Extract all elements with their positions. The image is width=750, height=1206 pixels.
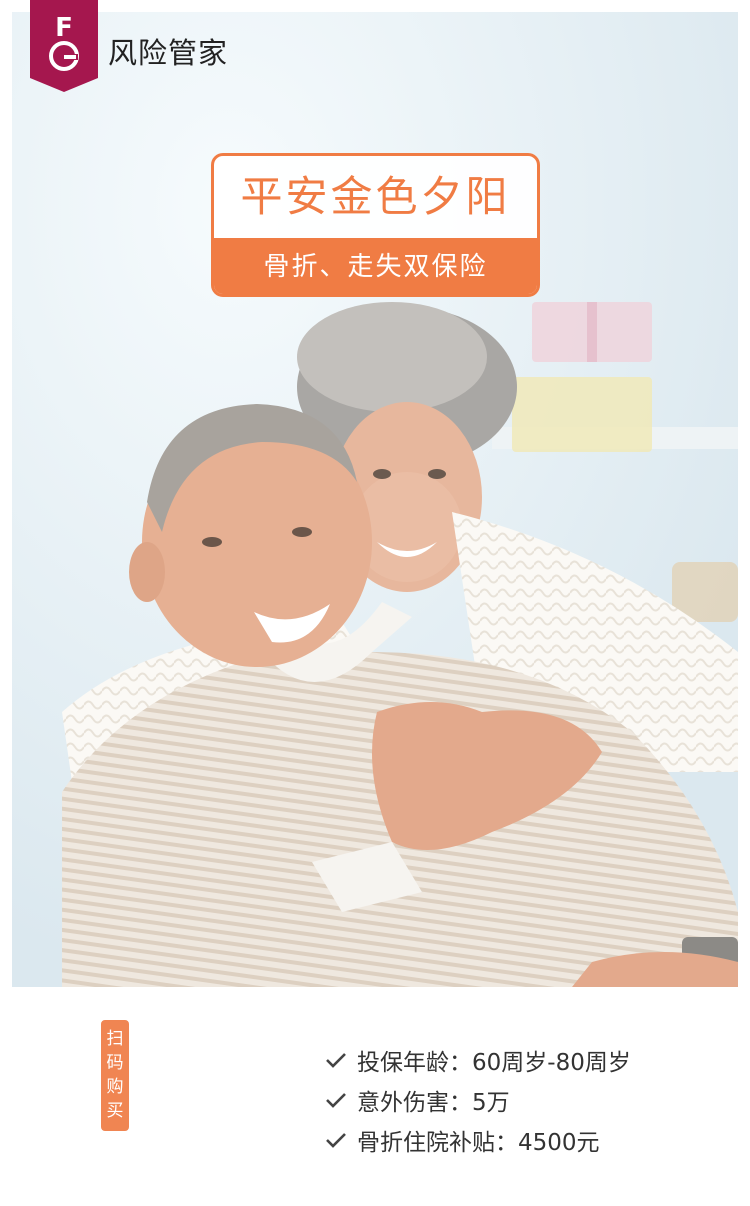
feature-item: 投保年龄：60周岁-80周岁 <box>325 1040 725 1080</box>
product-title: 平安金色夕阳 <box>240 172 511 221</box>
logo-letter-f: F <box>55 13 73 43</box>
scan-tag-char: 扫 <box>106 1029 124 1049</box>
feature-text: 意外伤害：5万 <box>357 1090 510 1116</box>
brand-logo[interactable]: F <box>30 0 98 92</box>
product-title-card: 平安金色夕阳 骨折、走失双保险 <box>211 153 540 297</box>
feature-text: 骨折住院补贴：4500元 <box>357 1130 600 1156</box>
scan-to-buy-tag[interactable]: 扫 码 购 买 <box>101 1020 129 1131</box>
check-icon <box>326 1093 346 1108</box>
check-icon <box>326 1133 346 1148</box>
fg-logo-icon: F <box>30 0 98 92</box>
scan-tag-char: 码 <box>106 1053 124 1073</box>
couple-illustration <box>12 12 738 987</box>
feature-text: 投保年龄：60周岁-80周岁 <box>357 1050 631 1076</box>
feature-item: 骨折住院补贴：4500元 <box>325 1120 725 1160</box>
product-subtitle: 骨折、走失双保险 <box>214 238 537 294</box>
brand-name: 风险管家 <box>108 36 229 70</box>
feature-list: 投保年龄：60周岁-80周岁 意外伤害：5万 骨折住院补贴：4500元 <box>325 1040 725 1160</box>
feature-item: 意外伤害：5万 <box>325 1080 725 1120</box>
scan-tag-char: 买 <box>106 1101 124 1121</box>
check-icon <box>326 1053 346 1068</box>
scan-tag-char: 购 <box>106 1077 124 1097</box>
